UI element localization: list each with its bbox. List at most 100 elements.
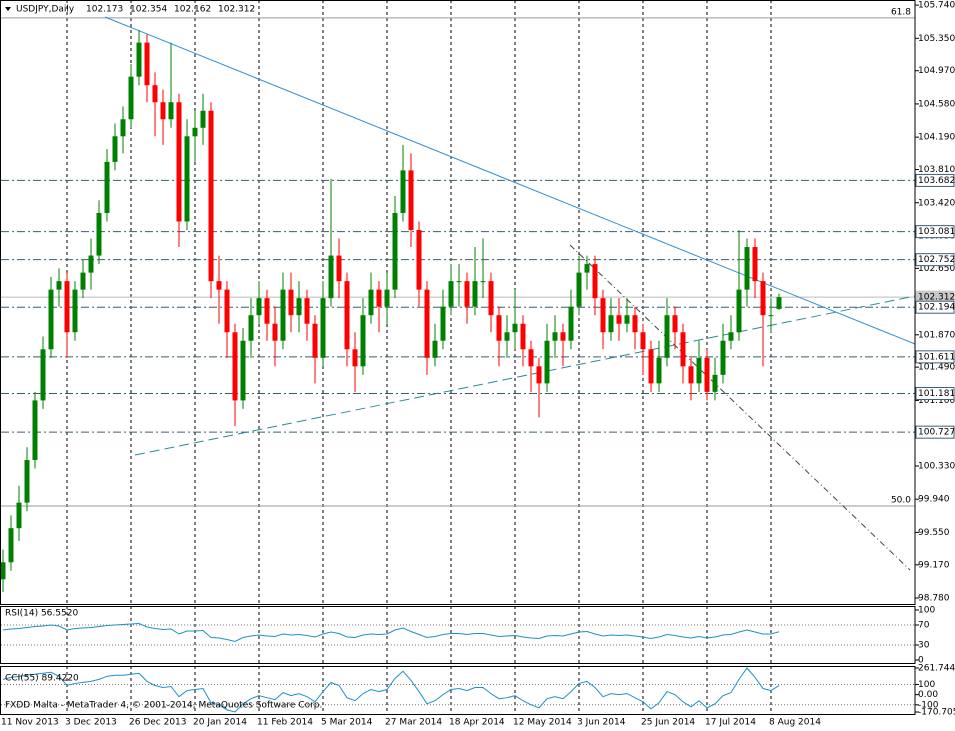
candle-body [696,357,702,384]
indicator-line [2,622,780,643]
y-tick-label: 104.970 [918,66,955,76]
ohlc-close: 102.312 [218,5,255,15]
y-tick-label: 70 [918,621,930,631]
candle-body [360,315,366,367]
grid-layer [1,0,915,714]
candle-body [544,340,550,384]
candle-body [256,298,262,316]
candle-body [160,102,166,120]
candle-body [744,247,750,290]
candle-body [616,315,622,324]
candle-body [528,349,534,367]
price-level-label: 101.611 [918,352,955,362]
rsi-panel-border [0,606,916,664]
candle-body [552,332,558,341]
y-tick-label: 103.810 [918,165,955,175]
candle-body [208,110,214,282]
price-level-label: 102.752 [918,255,955,265]
fib-label: 61.8 [891,7,911,17]
y-tick-label: 99.940 [918,495,950,505]
y-tick-label: 105.740 [918,1,955,11]
candle-body [632,315,638,333]
y-tick-label: 100 [918,680,935,690]
candle-body [144,42,150,86]
price-level-label: 102.312 [918,293,955,303]
ohlc-open: 102.173 [86,5,123,15]
y-tick-label: 104.190 [918,133,955,143]
x-tick-label: 20 Jan 2014 [193,718,247,728]
indicator-line [2,667,780,713]
x-tick-label: 18 Apr 2014 [449,718,505,728]
candle-body [152,85,158,103]
candle-body [304,298,310,324]
candle-body [16,502,22,529]
y-tick-label: 100 [918,606,935,616]
candle-body [64,281,70,333]
candle-body [672,315,678,333]
y-tick-label: 98.780 [918,594,950,604]
candle-body [32,400,38,461]
y-tick-label: 101.870 [918,330,955,340]
menu-arrow[interactable] [5,7,11,11]
x-tick-label: 3 Dec 2013 [65,718,117,728]
candle-body [480,281,486,283]
y-tick-label: 0.00 [918,690,938,700]
candle-body [664,315,670,358]
candle-body [432,340,438,358]
cci-title: CCI(55) 89.4220 [5,674,79,684]
candle-body [120,119,126,137]
candle-body [688,366,694,384]
price-level-label: 103.081 [918,227,955,237]
y-tick-label: 30 [918,641,930,651]
candle-body [168,102,174,120]
price-level-label: 100.727 [918,428,955,438]
candle-body [520,323,526,350]
price-level-box [915,300,955,314]
x-tick-label: 17 Jul 2014 [705,718,756,728]
candle-body [592,264,598,299]
price-level-label: 103.682 [918,176,955,186]
candle-body [352,349,358,367]
candle-body [608,315,614,333]
candle-body [248,315,254,341]
candle-body [464,281,470,307]
candle-body [576,272,582,307]
candle-body [384,289,390,307]
price-level-box [915,350,955,364]
y-tick-label: 101.100 [918,396,955,406]
candle-body [560,332,566,341]
candle-body [512,323,518,333]
ohlc-low: 102.162 [174,5,211,15]
candle-body [448,281,454,307]
candle-body [456,281,462,283]
y-tick-label: 104.580 [918,99,955,109]
x-tick-label: 26 Dec 2013 [129,718,187,728]
y-tick-label: 105.350 [918,34,955,44]
y-tick-label: 99.550 [918,528,950,538]
price-level-label: 101.181 [918,389,955,399]
candle-body [336,255,342,282]
candle-body [136,42,142,77]
candle-body [344,281,350,350]
candle-body [104,161,110,213]
candle-body [640,332,646,350]
candle-body [96,212,102,256]
candle-body [272,323,278,341]
price-level-label: 102.194 [918,303,955,313]
candle-body [624,315,630,324]
candle-body [736,289,742,333]
candle-body [728,332,734,341]
x-tick-label: 11 Feb 2014 [257,718,313,728]
candle-body [440,306,446,341]
candle-body [80,272,86,290]
trend-line [134,295,916,456]
main-panel-border [0,0,916,605]
y-tick-label: 101.490 [918,363,955,373]
price-level-box [915,386,955,400]
y-tick-label: -100 [918,700,939,710]
candle-body [72,289,78,333]
y-tick-label: 100.330 [918,461,955,471]
candle-body [0,562,6,580]
